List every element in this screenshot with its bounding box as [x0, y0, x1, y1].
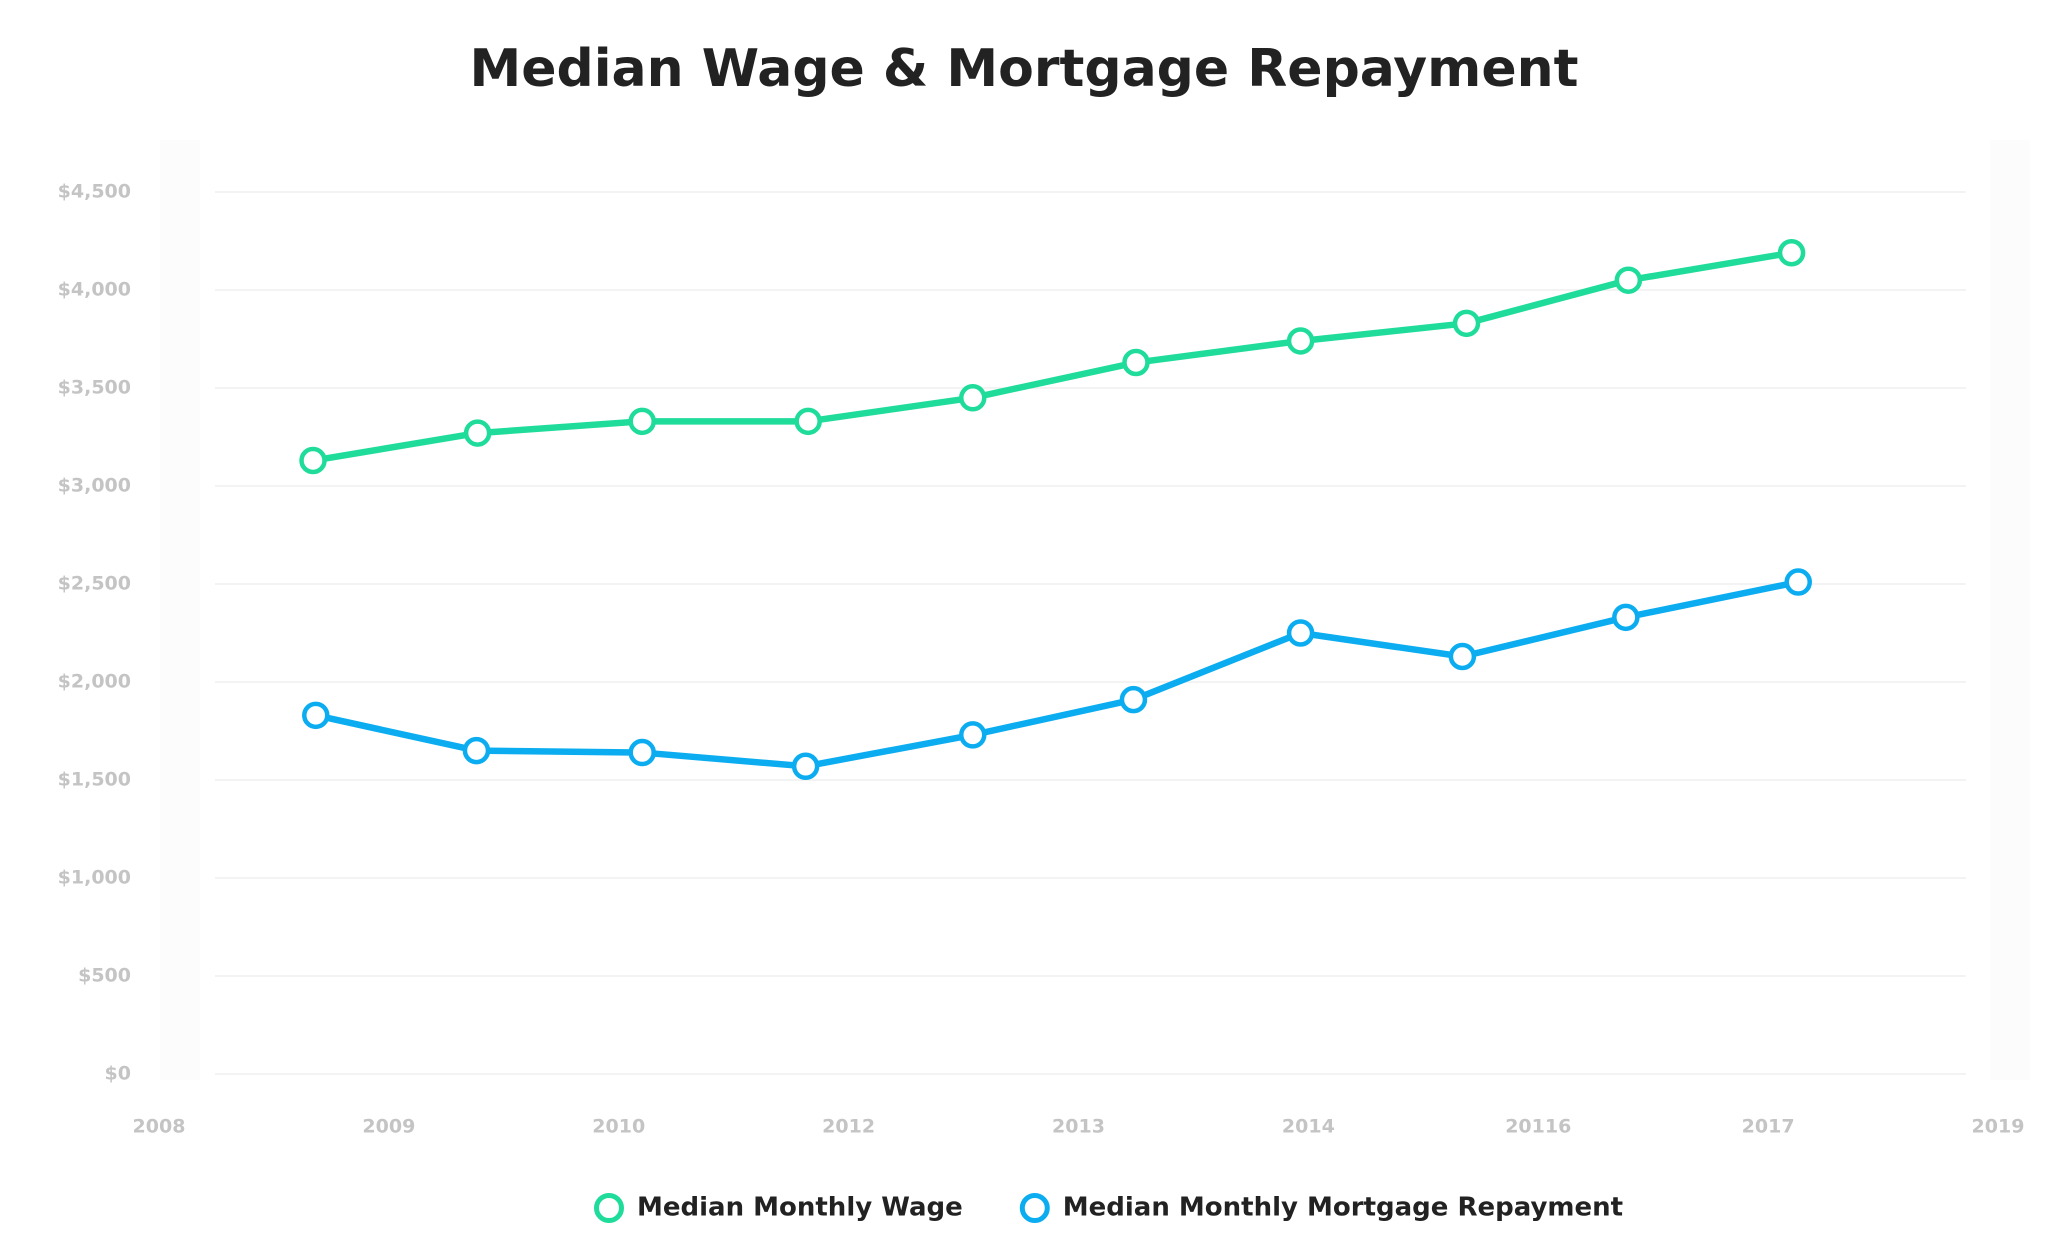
data-point — [1777, 239, 1806, 267]
x-tick-label: 2010 — [592, 1116, 645, 1138]
x-tick-label: 2009 — [362, 1116, 415, 1138]
data-point — [462, 736, 491, 765]
data-point — [1614, 266, 1643, 294]
series-line — [315, 578, 1799, 770]
y-tick-label: $1,500 — [58, 769, 131, 791]
y-tick-label: $1,000 — [58, 867, 131, 889]
y-tick-label: $3,500 — [58, 377, 131, 399]
legend-marker — [594, 1193, 624, 1223]
chart-title: Median Wage & Mortgage Repayment — [469, 39, 1578, 99]
data-point — [1612, 603, 1640, 632]
y-tick-label: $3,000 — [58, 475, 131, 497]
data-point — [299, 446, 327, 475]
y-tick-label: $500 — [78, 965, 131, 987]
y-tick-label: $0 — [105, 1063, 131, 1085]
data-point — [1122, 348, 1150, 377]
x-tick-label: 2017 — [1742, 1116, 1795, 1138]
y-tick-label: $2,000 — [58, 671, 131, 693]
x-tick-label: 20116 — [1505, 1116, 1571, 1138]
y-tick-label: $4,500 — [58, 181, 131, 203]
data-point — [1784, 568, 1812, 596]
data-point — [1448, 642, 1477, 671]
series-line — [312, 249, 1793, 464]
x-tick-label: 2012 — [822, 1116, 875, 1138]
y-tick-label: $4,000 — [58, 279, 131, 301]
plot-area — [200, 140, 1990, 1080]
data-point — [791, 752, 820, 781]
data-point — [628, 407, 656, 436]
data-point — [628, 738, 656, 767]
data-point — [1286, 327, 1315, 355]
x-tick-label: 2008 — [133, 1116, 186, 1138]
data-point — [1119, 685, 1148, 714]
data-point — [794, 407, 822, 436]
data-point — [302, 701, 330, 730]
legend-marker — [1019, 1193, 1050, 1223]
x-tick-label: 2019 — [1972, 1116, 2025, 1138]
x-tick-label: 2013 — [1052, 1116, 1105, 1138]
y-tick-label: $2,500 — [58, 573, 131, 595]
data-point — [1452, 309, 1481, 338]
data-point — [463, 419, 492, 447]
data-point — [959, 384, 987, 412]
data-point — [959, 721, 987, 749]
data-point — [1286, 619, 1315, 647]
legend-label: Median Monthly Mortgage Repayment — [1063, 1193, 1623, 1223]
x-tick-label: 2014 — [1282, 1116, 1335, 1138]
legend-label: Median Monthly Wage — [637, 1193, 963, 1223]
